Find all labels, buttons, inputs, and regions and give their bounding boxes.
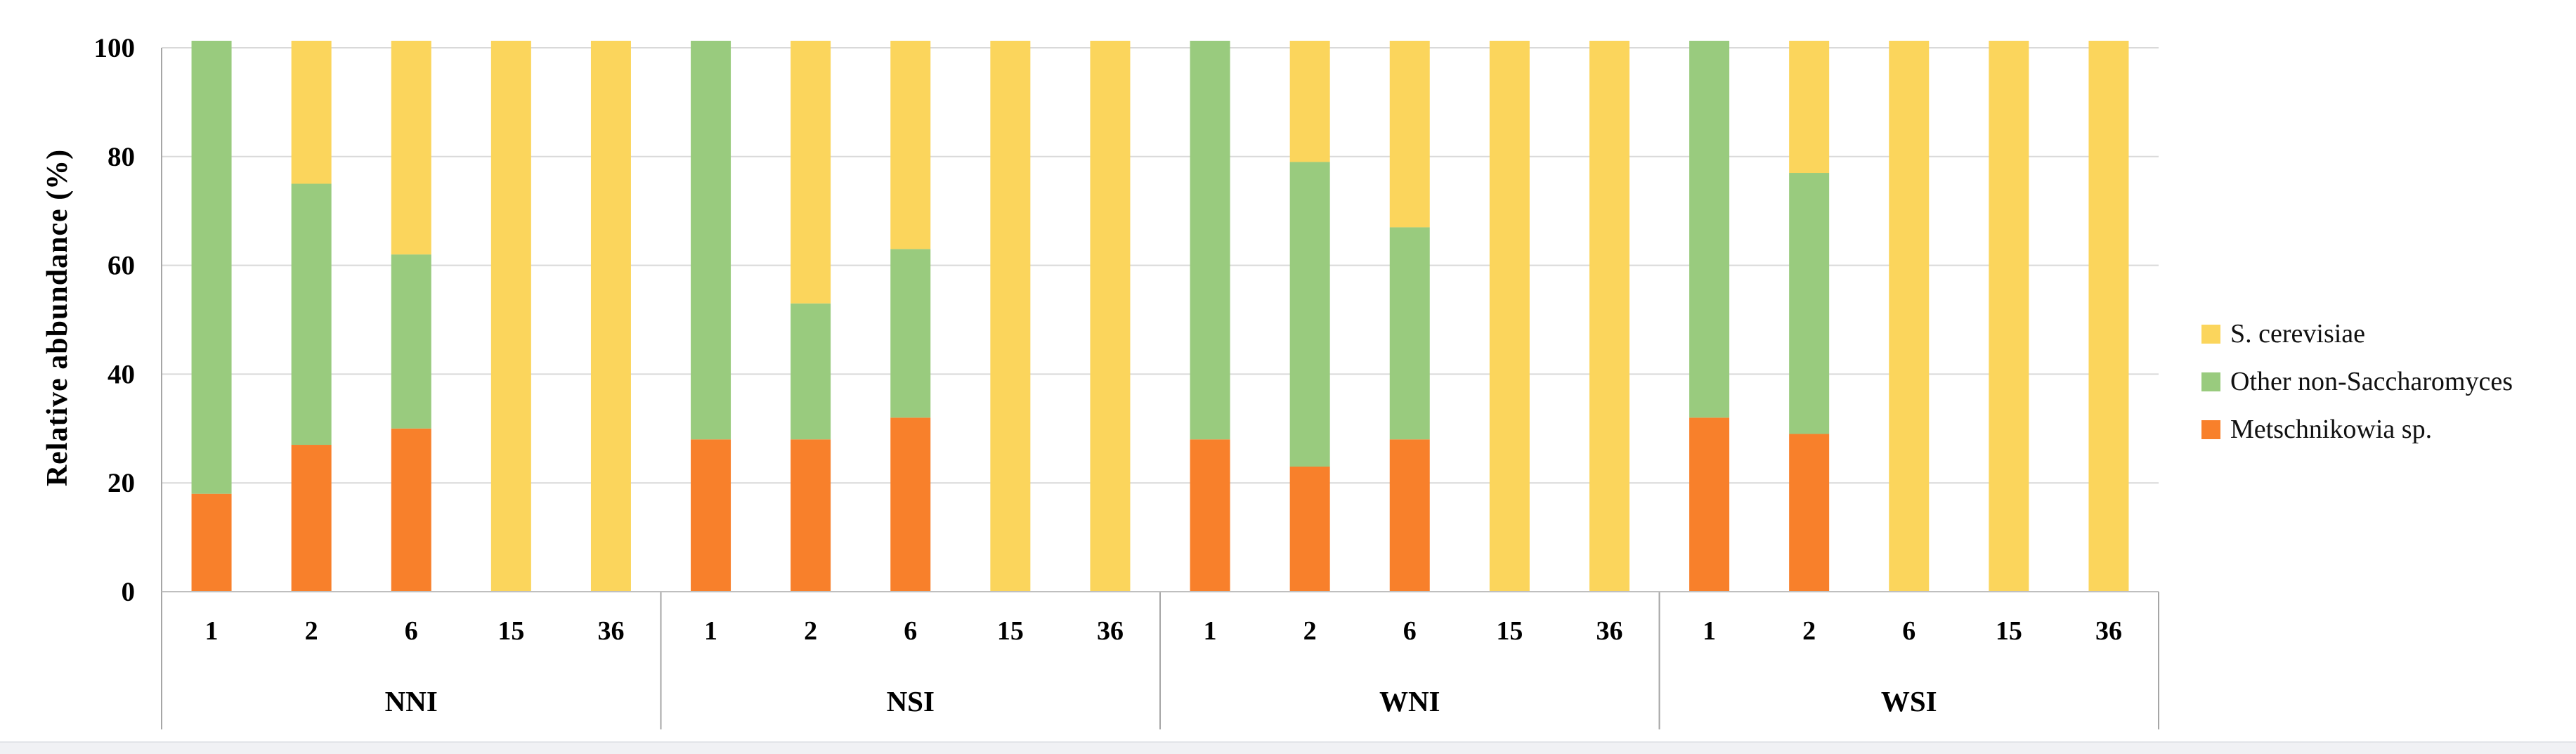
bar-segment-NNI-2-other-non-saccharomyces [291, 183, 332, 446]
bar-segment-WSI-2-metschnikowia-sp- [1789, 434, 1830, 592]
x-category-label-NNI-15: 15 [497, 616, 524, 646]
legend-item-metschnikowia-sp: Metschnikowia sp. [2201, 405, 2513, 453]
y-tick-label-40: 40 [108, 359, 135, 389]
bar-segment-WSI-1-metschnikowia-sp- [1689, 417, 1730, 592]
legend-label-s-cerevisiae: S. cerevisiae [2230, 319, 2366, 349]
x-category-label-WSI-2: 2 [1802, 616, 1816, 646]
bar-segment-NSI-2-other-non-saccharomyces [791, 303, 831, 440]
x-category-label-WNI-6: 6 [1403, 616, 1417, 646]
bar-segment-NNI-15-s-cerevisiae [490, 41, 531, 592]
bar-segment-WNI-6-s-cerevisiae [1389, 41, 1430, 228]
y-tick-label-0: 0 [122, 577, 136, 607]
group-label-NSI: NSI [887, 685, 935, 717]
bar-segment-NNI-1-metschnikowia-sp- [191, 493, 232, 592]
bar-segment-NSI-36-s-cerevisiae [1090, 41, 1131, 592]
bar-segment-WSI-2-s-cerevisiae [1789, 41, 1830, 174]
x-category-label-WNI-36: 36 [1596, 616, 1622, 646]
bar-segment-WNI-6-other-non-saccharomyces [1389, 227, 1430, 440]
bar-segment-WNI-36-s-cerevisiae [1589, 41, 1629, 592]
bar-segment-NSI-6-other-non-saccharomyces [890, 249, 931, 418]
legend-label-metschnikowia-sp: Metschnikowia sp. [2230, 415, 2433, 444]
bar-segment-NSI-2-s-cerevisiae [791, 41, 831, 304]
x-category-label-NNI-2: 2 [305, 616, 318, 646]
bar-segment-NNI-2-s-cerevisiae [291, 41, 332, 184]
bar-segment-WNI-1-metschnikowia-sp- [1190, 439, 1230, 592]
legend-swatch-other-non-saccharomyces-icon [2201, 372, 2220, 391]
bar-segment-WNI-6-metschnikowia-sp- [1389, 439, 1430, 592]
y-tick-label-20: 20 [108, 468, 135, 498]
bar-segment-WNI-2-metschnikowia-sp- [1289, 466, 1330, 592]
y-tick-label-100: 100 [94, 33, 136, 63]
x-category-label-NNI-6: 6 [405, 616, 418, 646]
legend-item-other-non-saccharomyces: Other non-Saccharomyces [2201, 358, 2513, 405]
legend: S. cerevisiae Other non-Saccharomyces Me… [2201, 310, 2513, 453]
group-label-NNI: NNI [385, 685, 438, 717]
x-category-label-WNI-15: 15 [1496, 616, 1523, 646]
bar-segment-WSI-15-s-cerevisiae [1989, 41, 2029, 592]
bar-segment-WSI-36-s-cerevisiae [2088, 41, 2129, 592]
bar-segment-NNI-1-other-non-saccharomyces [191, 41, 232, 494]
x-category-label-NNI-36: 36 [597, 616, 624, 646]
x-category-label-WSI-1: 1 [1703, 616, 1716, 646]
bar-segment-NNI-6-metschnikowia-sp- [391, 428, 431, 592]
group-label-WSI: WSI [1881, 685, 1937, 717]
bar-segment-WNI-2-other-non-saccharomyces [1289, 162, 1330, 467]
bar-segment-WSI-6-s-cerevisiae [1889, 41, 1930, 592]
bar-segment-NSI-1-other-non-saccharomyces [691, 41, 731, 440]
x-category-label-NSI-1: 1 [704, 616, 717, 646]
x-category-label-NSI-15: 15 [997, 616, 1024, 646]
bar-segment-NNI-6-other-non-saccharomyces [391, 254, 431, 429]
legend-swatch-s-cerevisiae-icon [2201, 324, 2220, 344]
bar-segment-WNI-15-s-cerevisiae [1489, 41, 1530, 592]
bar-segment-NSI-1-metschnikowia-sp- [691, 439, 731, 592]
x-category-label-NNI-1: 1 [205, 616, 219, 646]
group-label-WNI: WNI [1379, 685, 1440, 717]
bar-segment-WNI-2-s-cerevisiae [1289, 41, 1330, 162]
x-category-label-WNI-1: 1 [1204, 616, 1217, 646]
legend-item-s-cerevisiae: S. cerevisiae [2201, 310, 2513, 358]
x-category-label-NSI-6: 6 [904, 616, 917, 646]
x-category-label-WNI-2: 2 [1303, 616, 1317, 646]
bar-segment-NNI-2-metschnikowia-sp- [291, 445, 332, 592]
x-category-label-NSI-36: 36 [1097, 616, 1124, 646]
y-tick-label-80: 80 [108, 142, 135, 172]
bar-segment-WNI-1-other-non-saccharomyces [1190, 41, 1230, 440]
legend-swatch-metschnikowia-sp-icon [2201, 420, 2220, 439]
bar-segment-WSI-2-other-non-saccharomyces [1789, 173, 1830, 434]
bar-segment-WSI-1-other-non-saccharomyces [1689, 41, 1730, 418]
bar-segment-NSI-15-s-cerevisiae [990, 41, 1031, 592]
x-category-label-WSI-36: 36 [2095, 616, 2122, 646]
bar-segment-NSI-6-metschnikowia-sp- [890, 417, 931, 592]
y-tick-label-60: 60 [108, 251, 135, 281]
bar-segment-NSI-6-s-cerevisiae [890, 41, 931, 249]
x-category-label-WSI-15: 15 [1996, 616, 2022, 646]
bar-segment-NNI-6-s-cerevisiae [391, 41, 431, 255]
page-bottom-strip [0, 741, 2576, 754]
x-category-label-WSI-6: 6 [1902, 616, 1915, 646]
bar-segment-NNI-36-s-cerevisiae [590, 41, 631, 592]
legend-label-other-non-saccharomyces: Other non-Saccharomyces [2230, 367, 2513, 396]
x-category-label-NSI-2: 2 [804, 616, 817, 646]
bar-segment-NSI-2-metschnikowia-sp- [791, 439, 831, 592]
